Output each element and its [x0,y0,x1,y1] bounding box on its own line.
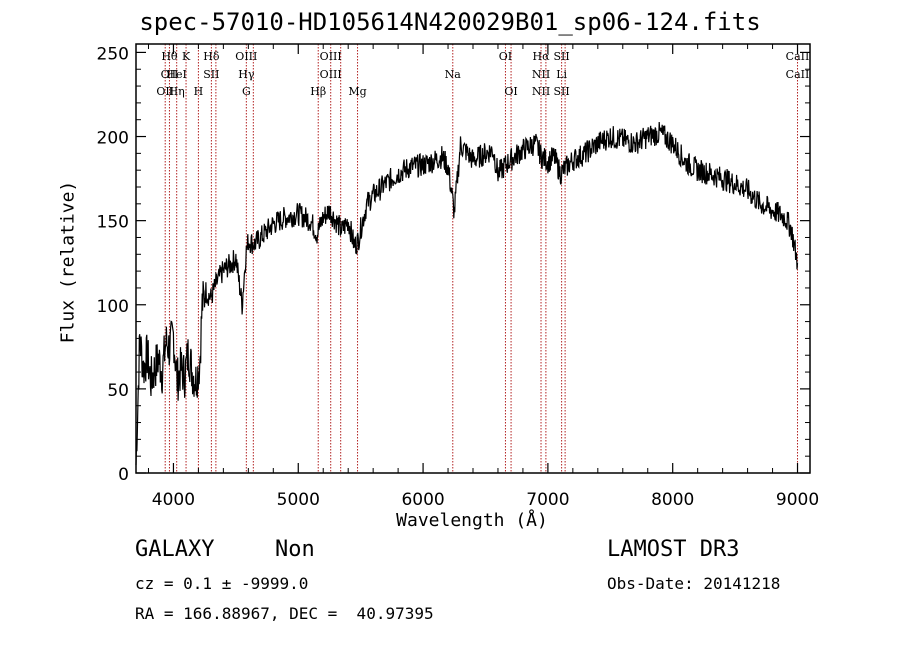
spectral-line-label: H [194,85,204,98]
redshift-text: cz = 0.1 ± -9999.0 [135,574,309,593]
spectral-line-label: Na [445,68,462,81]
y-tick-label: 150 [97,213,129,233]
x-tick-label: 5000 [277,490,320,510]
x-tick-label: 7000 [526,490,569,510]
spectral-line-label: OII [156,85,174,98]
spectral-line-label: CaII [786,68,810,81]
y-axis-ticks: 0 50 100 150 200 250 [97,44,810,485]
spectral-line-label: G [242,85,251,98]
plot-frame [135,43,811,474]
spectral-line-label: Hβ [310,85,326,98]
x-tick-label: 8000 [651,490,694,510]
spectral-line-label: Li [556,68,567,81]
spectral-line-label: Hθ [161,50,178,63]
spectral-line-markers [164,44,799,473]
survey-name: LAMOST DR3 [607,537,740,562]
x-tick-label: 4000 [152,490,195,510]
spectrum-line [135,121,799,466]
spectral-line-label: OII [161,68,179,81]
spectral-line-label: K [182,50,191,63]
spectral-line-label: NII [532,68,550,81]
y-axis-label: Flux (relative) [57,180,79,344]
spectral-line-label: SII [554,85,570,98]
spectral-line-label: SII [554,50,570,63]
spectral-line-label: OIII [235,50,257,63]
spectral-line-label: OIII [320,50,342,63]
spectral-line-label: NII [532,85,550,98]
object-subclass: Non [275,537,315,562]
y-tick-label: 0 [118,465,129,485]
x-axis-label: Wavelength (Å) [396,510,548,531]
spectral-line-label: CaII [786,50,810,63]
y-tick-label: 50 [107,381,129,401]
x-tick-label: 6000 [401,490,444,510]
spectral-line-label: HeI [166,68,186,81]
x-tick-label: 9000 [776,490,819,510]
spectral-line-label: Hγ [238,68,255,81]
coordinates-text: RA = 166.88967, DEC = 40.97395 [135,604,434,623]
spectral-line-label: SII [203,68,219,81]
spectral-line-label: Hη [169,85,185,98]
spectral-line-label: OI [504,85,517,98]
object-class: GALAXY [135,537,215,562]
spectral-line-label: OIII [320,68,342,81]
observation-date: Obs-Date: 20141218 [607,574,781,593]
y-tick-label: 250 [97,44,129,64]
spectral-line-label: OI [499,50,512,63]
spectral-line-label: Hα [533,50,551,63]
spectral-line-label: Hδ [203,50,220,63]
x-axis-ticks: 4000 5000 6000 7000 8000 9000 [147,44,819,510]
y-tick-label: 100 [97,297,129,317]
spectral-line-label: Mg [348,85,366,98]
chart-title: spec-57010-HD105614N420029B01_sp06-124.f… [139,8,761,36]
y-tick-label: 200 [97,129,129,149]
